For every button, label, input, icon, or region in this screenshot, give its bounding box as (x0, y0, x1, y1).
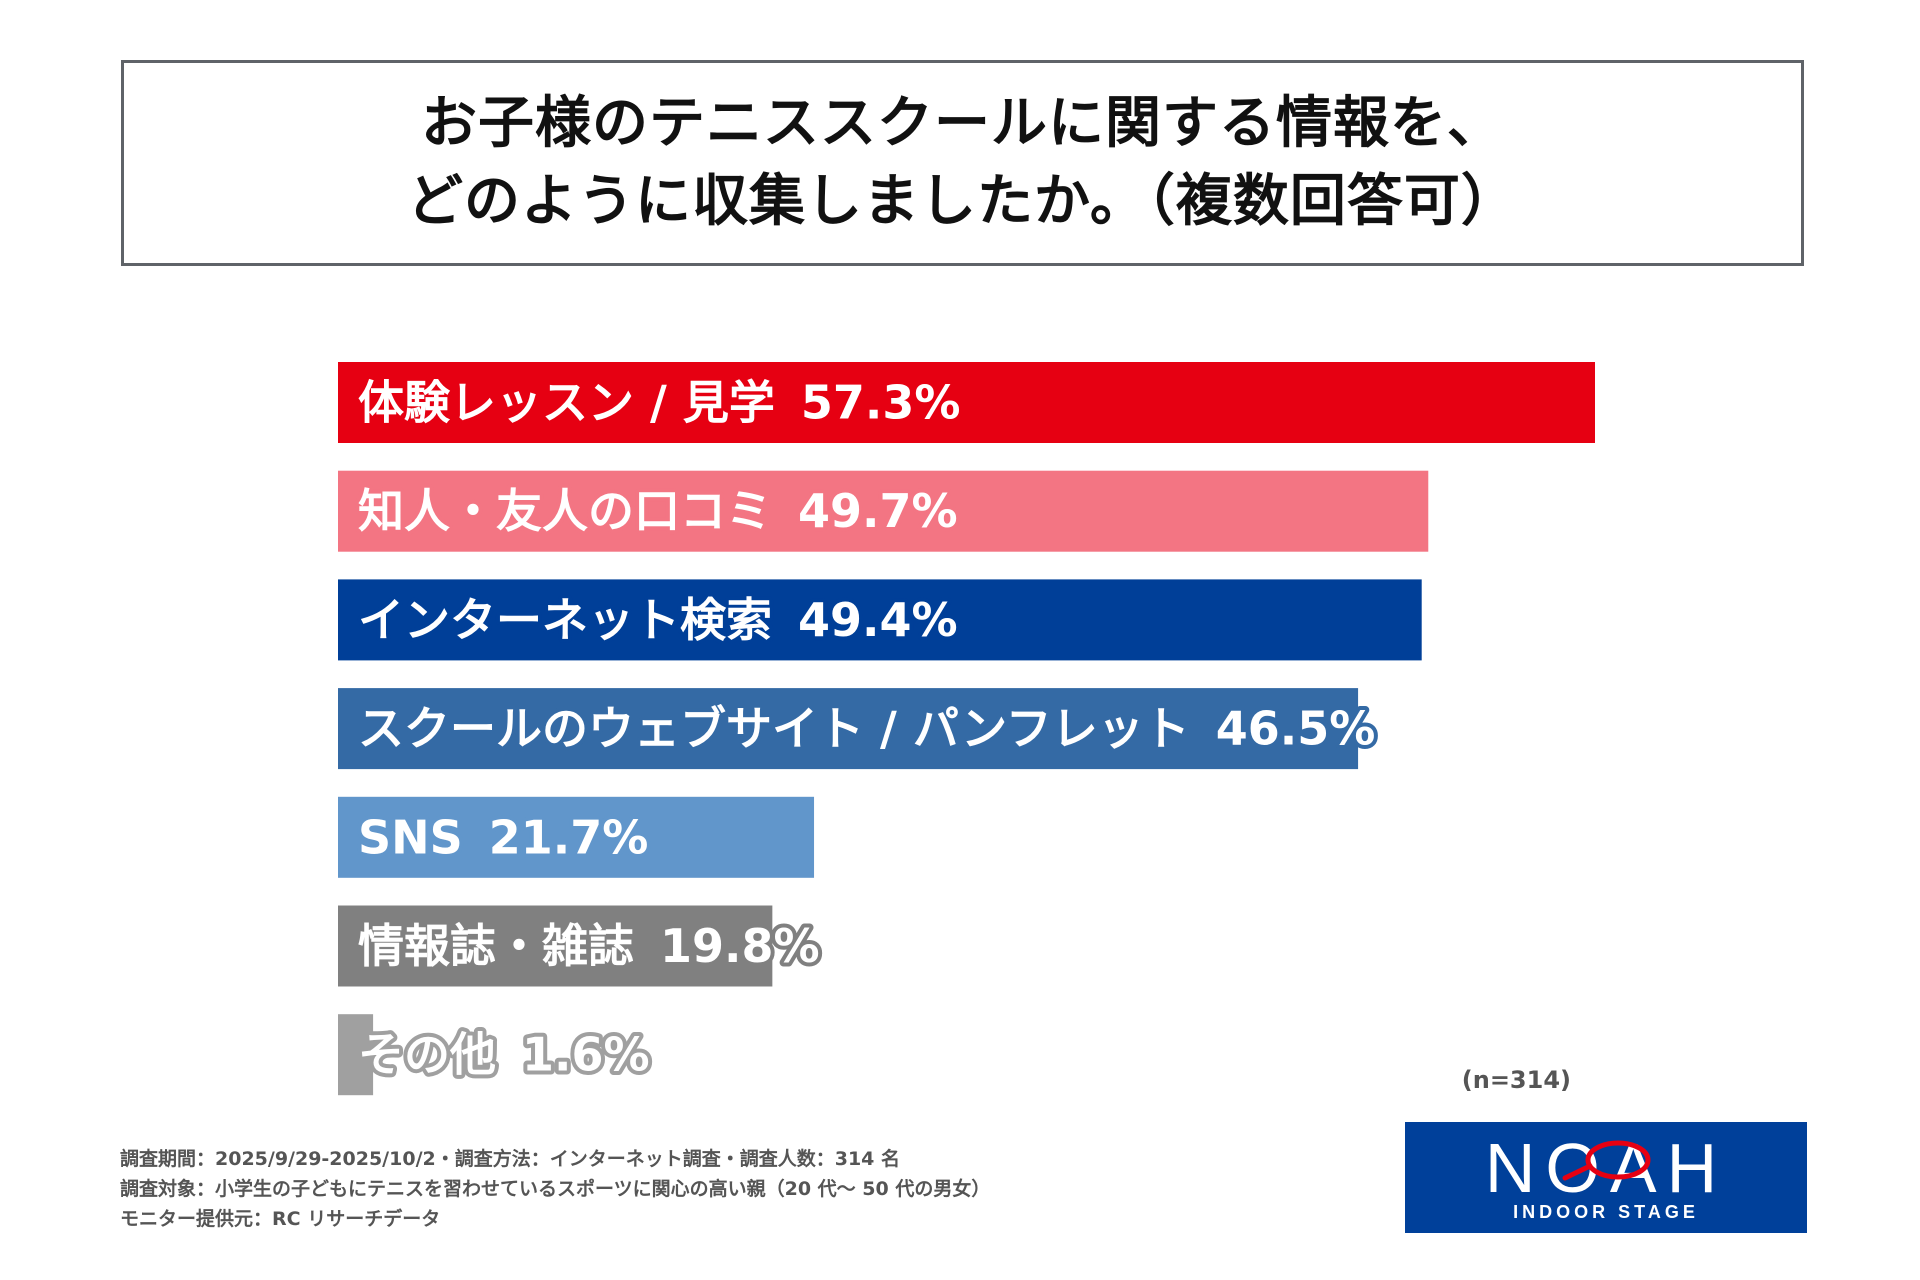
bar-1 (338, 470, 1429, 552)
bar-value-1: 49.7% (798, 484, 958, 538)
bar-label-6: その他 1.6% (358, 1028, 650, 1082)
bar-label-5: 情報誌・雑誌 19.8% (358, 919, 820, 973)
bar-category-5: 情報誌・雑誌 (358, 919, 634, 973)
bar-value-5: 19.8% (660, 919, 820, 973)
bar-4 (338, 796, 815, 878)
bar-label-2: インターネット検索 49.4% (358, 593, 958, 647)
bar-6 (338, 1014, 374, 1096)
title-box: お子様のテニススクールに関する情報を、 どのように収集しましたか。（複数回答可） (121, 60, 1804, 266)
bar-label-3: スクールのウェブサイト / パンフレット 46.5% (358, 702, 1375, 756)
survey-footer: 調査期間：2025/9/29-2025/10/2・調査方法：インターネット調査・… (120, 1144, 990, 1234)
bar-2 (338, 579, 1422, 661)
bar-value-4: 21.7% (489, 810, 649, 864)
logo-wordmark: NOAH (1484, 1129, 1728, 1207)
bar-0 (338, 362, 1595, 443)
bar-label-4: SNS 21.7% (358, 810, 648, 864)
footer-line-source: モニター提供元：RC リサーチデータ (120, 1208, 441, 1230)
footer-line-period: 調査期間：2025/9/29-2025/10/2・調査方法：インターネット調査・… (120, 1148, 901, 1170)
bar-category-1: 知人・友人の口コミ (358, 484, 772, 538)
bar-value-2: 49.4% (798, 593, 958, 647)
bar-category-0: 体験レッスン / 見学 (358, 376, 775, 430)
bar-category-6: その他 (358, 1028, 496, 1082)
bar-category-3: スクールのウェブサイト / パンフレット (358, 702, 1190, 756)
noah-logo: NOAH INDOOR STAGE (1405, 1122, 1807, 1233)
racket-icon (1562, 1140, 1651, 1181)
sample-size-note: (n=314) (1461, 1066, 1571, 1094)
bar-value-0: 57.3% (801, 376, 961, 430)
logo-subtitle: INDOOR STAGE (1513, 1202, 1699, 1222)
footer-line-target: 調査対象：小学生の子どもにテニスを習わせているスポーツに関心の高い親（20 代～… (120, 1178, 991, 1200)
bar-5 (338, 905, 773, 987)
bar-3 (338, 688, 1359, 770)
bar-value-3: 46.5% (1216, 702, 1376, 756)
chart-title-line2: どのように収集しましたか。（複数回答可） (407, 169, 1518, 234)
bar-category-4: SNS (358, 810, 463, 864)
chart-title-line1: お子様のテニススクールに関する情報を、 (421, 91, 1504, 156)
bar-value-6: 1.6% (522, 1028, 650, 1082)
bar-label-0: 体験レッスン / 見学 57.3% (358, 376, 960, 430)
bar-label-1: 知人・友人の口コミ 49.7% (358, 484, 958, 538)
bar-category-2: インターネット検索 (358, 593, 772, 647)
